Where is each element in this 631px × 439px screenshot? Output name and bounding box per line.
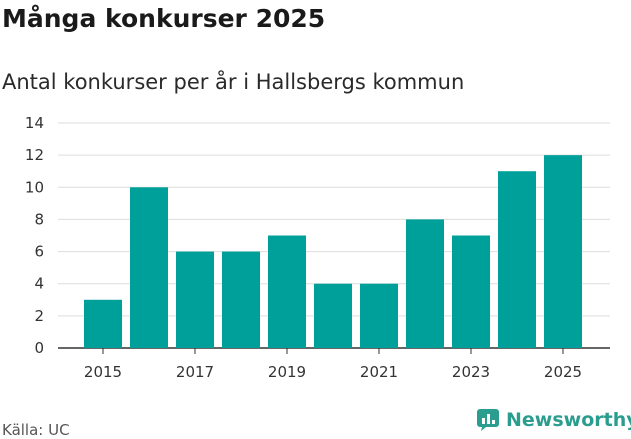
- brand-name: Newsworthy: [506, 409, 631, 431]
- chart-title: Många konkurser 2025: [2, 4, 326, 33]
- x-axis-ticks: 2015 2017 2019 2021 2023 2025: [84, 348, 582, 381]
- y-axis-ticks: 0 2 4 6 8 10 12 14: [25, 114, 44, 357]
- bar-2017: [176, 251, 214, 348]
- bars: [84, 155, 582, 348]
- x-tick-label: 2015: [84, 363, 122, 381]
- x-tick-label: 2025: [544, 363, 582, 381]
- x-tick-label: 2021: [360, 363, 398, 381]
- y-tick-label: 14: [25, 114, 44, 132]
- y-tick-label: 6: [34, 243, 44, 261]
- y-tick-label: 4: [34, 275, 44, 293]
- bar-2021: [360, 283, 398, 348]
- bar-2023: [452, 235, 490, 348]
- x-tick-label: 2017: [176, 363, 214, 381]
- y-tick-label: 12: [25, 146, 44, 164]
- bar-2018: [222, 251, 260, 348]
- bar-2020: [314, 283, 352, 348]
- bar-2019: [268, 235, 306, 348]
- bar-2022: [406, 219, 444, 348]
- chart-logo-icon: [477, 409, 499, 431]
- bar-2015: [84, 299, 122, 348]
- source-label: Källa: UC: [2, 421, 70, 439]
- bar-2024: [498, 171, 536, 348]
- newsworthy-logo: Newsworthy: [476, 408, 631, 432]
- y-tick-label: 0: [34, 339, 44, 357]
- y-tick-label: 8: [34, 210, 44, 228]
- x-tick-label: 2019: [268, 363, 306, 381]
- bar-2025: [544, 155, 582, 348]
- y-tick-label: 10: [25, 178, 44, 196]
- y-tick-label: 2: [34, 307, 44, 325]
- chart-subtitle: Antal konkurser per år i Hallsbergs komm…: [2, 70, 465, 94]
- x-tick-label: 2023: [452, 363, 490, 381]
- bar-2016: [130, 187, 168, 348]
